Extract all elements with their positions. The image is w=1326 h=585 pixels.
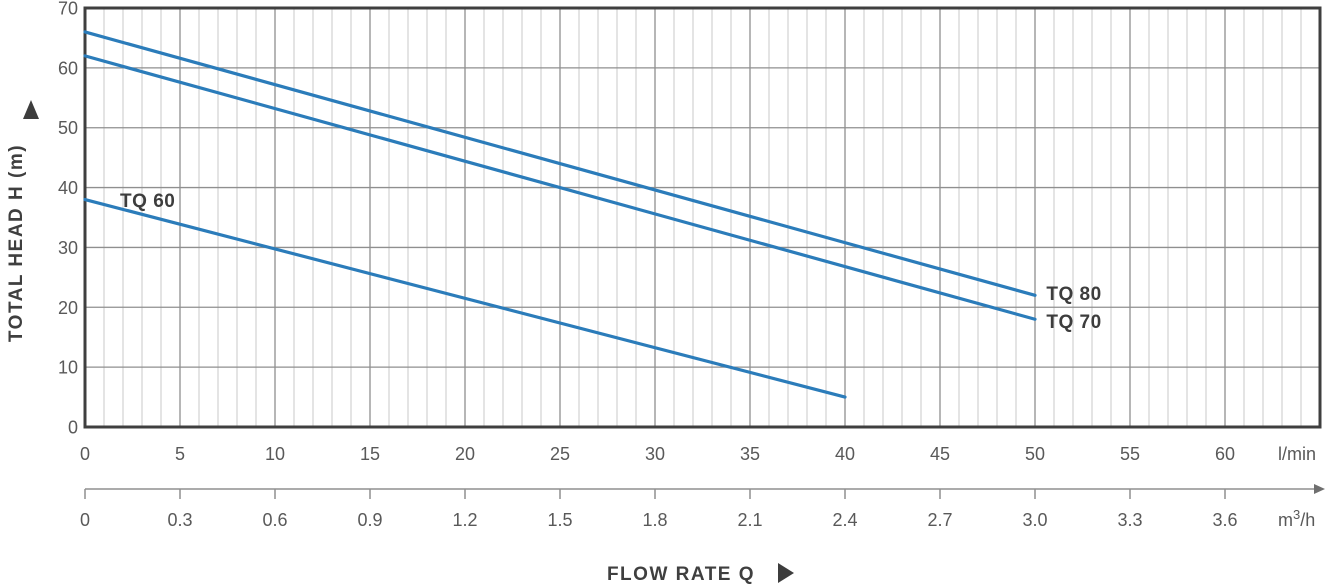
series-line-tq-60	[83, 197, 847, 399]
x-axis-lmin-unit: l/min	[1278, 444, 1316, 464]
y-axis-title: TOTAL HEAD H (m)	[6, 144, 27, 342]
series-label-tq-80: TQ 80	[1046, 284, 1101, 305]
x-grid-major	[179, 8, 1226, 427]
y-tick-label: 20	[58, 298, 78, 318]
x-m3h-tick-label: 2.4	[832, 510, 857, 530]
x-axis-title: FLOW RATE Q	[607, 564, 755, 585]
y-tick-label: 70	[58, 0, 78, 19]
y-tick-label: 0	[68, 418, 78, 438]
x-m3h-tick-label: 0	[80, 510, 90, 530]
plot-border	[83, 6, 1322, 429]
x-m3h-tick-label: 3.0	[1022, 510, 1047, 530]
x-m3h-tick-label: 1.5	[547, 510, 572, 530]
x-lmin-tick-label: 55	[1120, 444, 1140, 464]
x-lmin-tick-label: 50	[1025, 444, 1045, 464]
series-label-tq-60: TQ 60	[120, 191, 175, 212]
x-m3h-tick-label: 0.6	[262, 510, 287, 530]
series-labels: TQ 80 TQ 70 TQ 60	[120, 191, 1101, 333]
y-tick-label: 30	[58, 238, 78, 258]
x-m3h-tick-label: 1.2	[452, 510, 477, 530]
right-arrow-icon	[778, 563, 794, 583]
y-grid-major	[85, 67, 1320, 368]
x-lmin-tick-label: 10	[265, 444, 285, 464]
x-lmin-tick-label: 60	[1215, 444, 1235, 464]
x-axis-m3h-unit: m3/h	[1278, 507, 1315, 530]
x-lmin-tick-label: 5	[175, 444, 185, 464]
x-axis-lmin-labels: 0 5 10 15 20 25 30 35 40 45 50 55 60 l/min	[80, 444, 1316, 464]
x-lmin-tick-label: 45	[930, 444, 950, 464]
series-lines	[83, 30, 1037, 399]
x-m3h-tick-label: 1.8	[642, 510, 667, 530]
x-m3h-tick-label: 2.1	[737, 510, 762, 530]
x-m3h-tick-label: 0.9	[357, 510, 382, 530]
right-arrow-icon	[1314, 484, 1325, 494]
x-m3h-tick-label: 3.6	[1212, 510, 1237, 530]
x-axis-m3h: 0 0.3 0.6 0.9 1.2 1.5 1.8 2.1 2.4 2.7 3.0 3.3 3.6 m3/…	[80, 484, 1325, 530]
up-arrow-icon	[23, 100, 39, 119]
y-tick-label: 50	[58, 118, 78, 138]
y-tick-label: 10	[58, 358, 78, 378]
x-m3h-tick-label: 3.3	[1117, 510, 1142, 530]
x-lmin-tick-label: 35	[740, 444, 760, 464]
x-grid-minor	[103, 8, 1302, 427]
x-m3h-tick-label: 0.3	[167, 510, 192, 530]
x-lmin-tick-label: 30	[645, 444, 665, 464]
y-tick-label: 40	[58, 178, 78, 198]
series-line-tq-80	[83, 30, 1037, 297]
y-axis-tick-labels: 0 10 20 30 40 50 60 70	[58, 0, 78, 438]
x-lmin-tick-label: 0	[80, 444, 90, 464]
series-label-tq-70: TQ 70	[1046, 312, 1101, 333]
series-line-tq-70	[83, 54, 1037, 321]
x-lmin-tick-label: 25	[550, 444, 570, 464]
x-m3h-tick-label: 2.7	[927, 510, 952, 530]
x-lmin-tick-label: 20	[455, 444, 475, 464]
y-tick-label: 60	[58, 58, 78, 78]
x-lmin-tick-label: 40	[835, 444, 855, 464]
x-lmin-tick-label: 15	[360, 444, 380, 464]
